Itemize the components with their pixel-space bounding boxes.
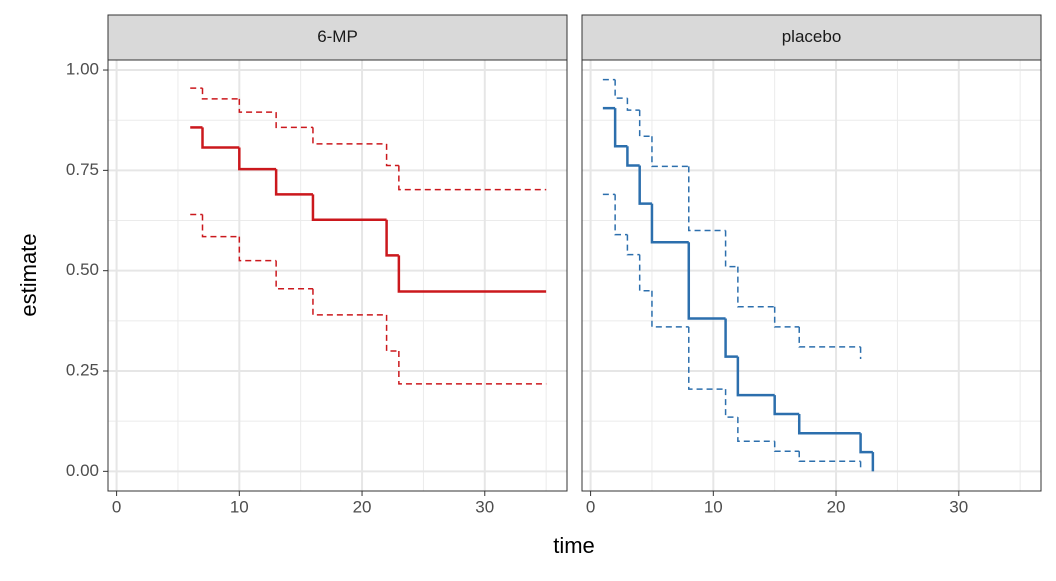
estimate-step (724, 318, 738, 358)
estimate-step (687, 242, 726, 320)
y-tick-label: 1.00 (66, 60, 99, 79)
upper-step (798, 326, 861, 348)
upper-step (737, 266, 775, 308)
y-axis-title: estimate (16, 233, 41, 316)
upper-step (638, 110, 652, 137)
x-tick-label: 30 (475, 497, 494, 516)
lower-step (626, 234, 640, 256)
lower-step (398, 350, 547, 385)
estimate-step (274, 169, 313, 196)
estimate-step (650, 203, 689, 244)
y-tick-label: 0.25 (66, 360, 99, 379)
estimate-step (859, 433, 873, 454)
upper-step (688, 166, 726, 232)
upper-step (201, 88, 240, 100)
upper-step (614, 79, 628, 99)
estimate-step (613, 108, 628, 148)
upper-step (724, 230, 738, 268)
estimate-step (797, 413, 861, 435)
lower-step (275, 260, 313, 290)
lower-step (238, 236, 277, 262)
estimate-step (626, 146, 640, 167)
y-tick-label: 0.50 (66, 260, 99, 279)
upper-step (651, 136, 689, 168)
x-tick-label: 0 (586, 497, 595, 516)
lower-step (773, 441, 800, 453)
strip-label: 6-MP (317, 27, 358, 46)
estimate-step (638, 165, 652, 205)
x-tick-label: 10 (230, 497, 249, 516)
panel-border (107, 59, 568, 492)
x-tick-label: 30 (949, 497, 968, 516)
lower-step (312, 288, 387, 316)
lower-step (688, 326, 726, 390)
lower-step (638, 254, 652, 292)
lower-step (385, 314, 399, 352)
estimate-step (238, 147, 277, 171)
x-tick-label: 10 (704, 497, 723, 516)
upper-step (312, 127, 387, 145)
x-axis-title: time (553, 533, 595, 558)
strip (107, 14, 568, 61)
lower-step (737, 417, 775, 442)
estimate-step (736, 356, 775, 397)
upper-step (773, 306, 800, 328)
y-tick-label: 0.00 (66, 461, 99, 480)
strip-label: placebo (782, 27, 842, 46)
lower-step (651, 290, 689, 328)
lower-step (201, 214, 240, 238)
lower-step (798, 451, 861, 463)
upper-step (238, 98, 277, 113)
strip (581, 14, 1042, 61)
estimate-step (397, 255, 547, 293)
upper-step (626, 98, 640, 111)
estimate-step (385, 219, 399, 257)
x-tick-label: 20 (353, 497, 372, 516)
upper-step (385, 143, 399, 167)
estimate-step (311, 194, 387, 221)
x-tick-label: 0 (112, 497, 121, 516)
lower-step (724, 389, 738, 418)
lower-step (614, 194, 628, 236)
panel-border (581, 59, 1042, 492)
y-tick-label: 0.75 (66, 160, 99, 179)
upper-step (275, 112, 313, 129)
x-tick-label: 20 (827, 497, 846, 516)
upper-step (398, 165, 547, 191)
estimate-step (773, 395, 800, 416)
estimate-step (201, 127, 240, 149)
